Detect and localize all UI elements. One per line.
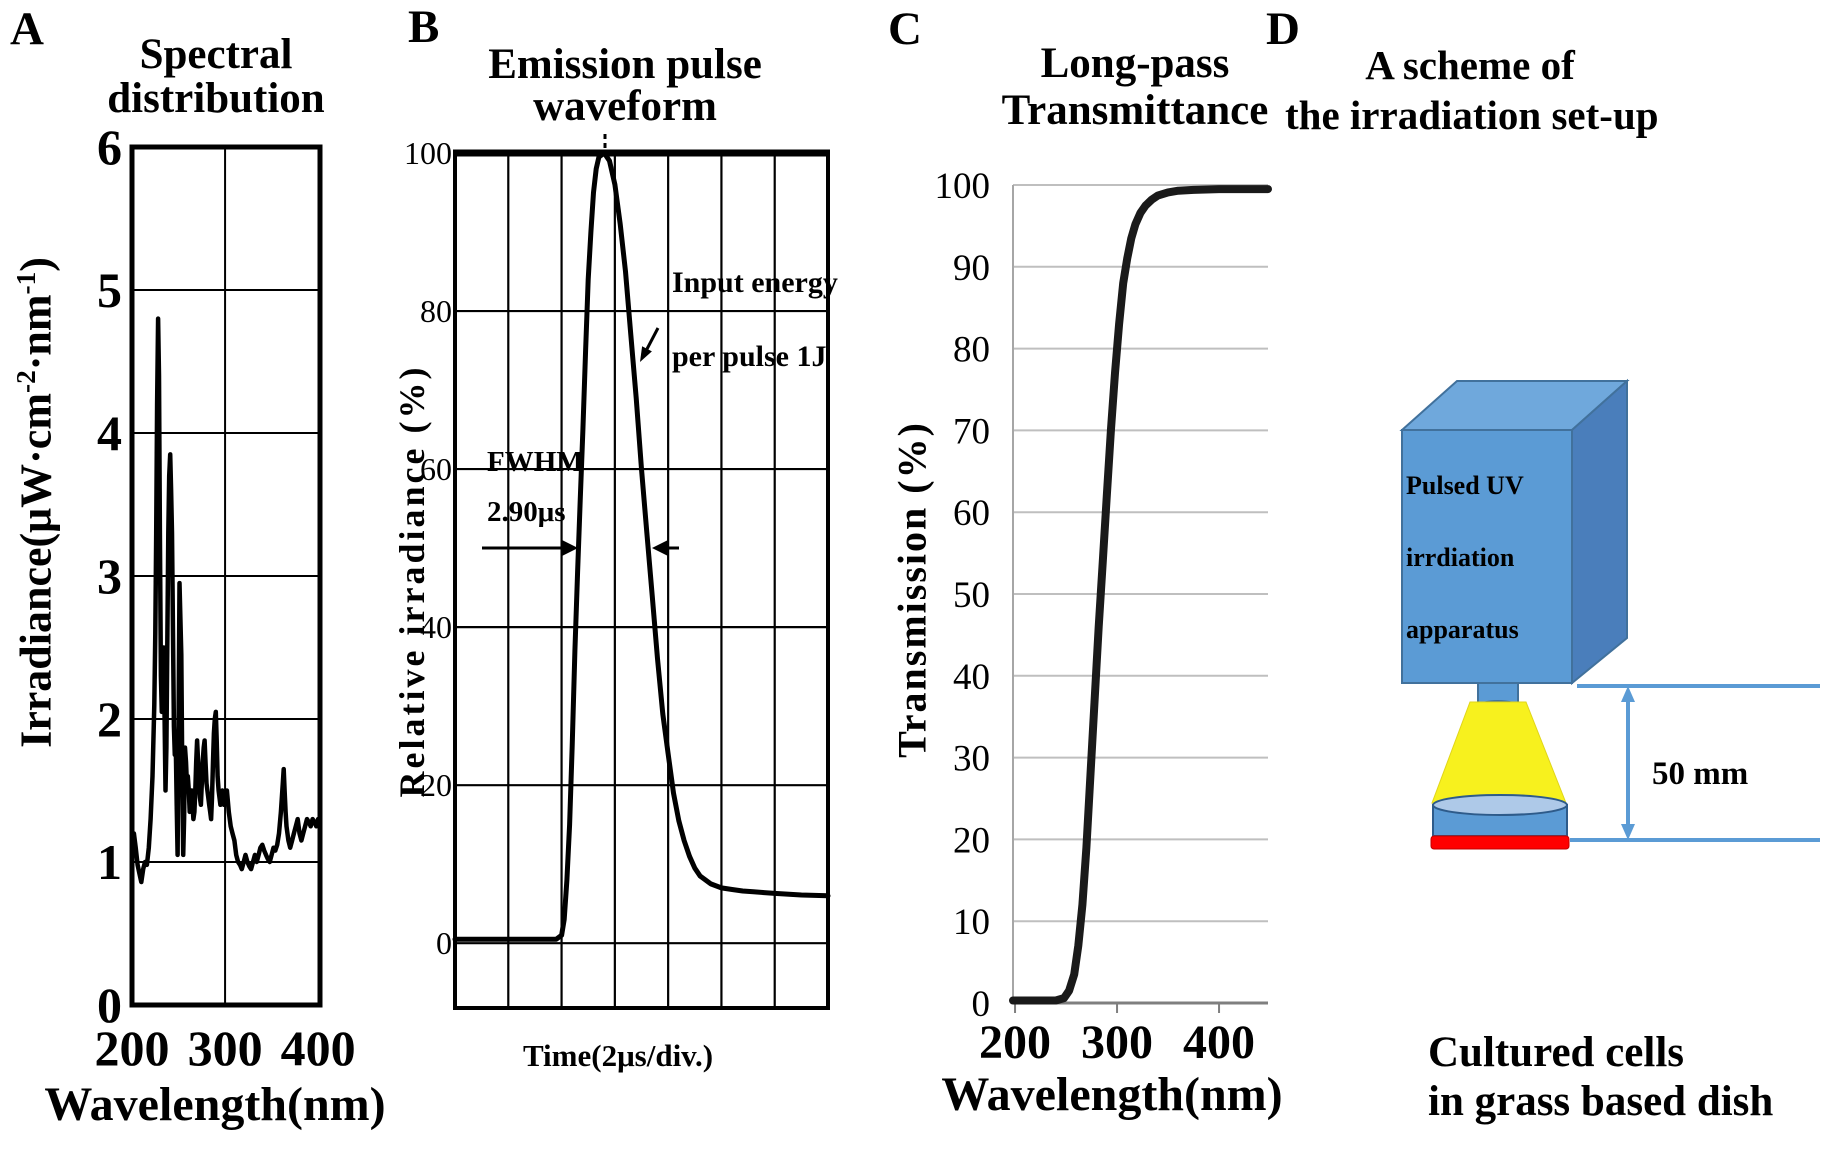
ylabel-a-sup1: -2	[10, 370, 41, 394]
x-tick-label: 400	[1183, 1016, 1255, 1069]
panel-d-letter: D	[1266, 3, 1300, 55]
chart-emission-pulse-waveform: Time(2μs/div.) 100 80 60 40 20 0 FWHM 2.90μs …	[404, 134, 838, 1073]
y-tick-label: 1	[97, 834, 122, 890]
culture-dish-top	[1432, 794, 1568, 816]
apparatus-box-front-face	[1401, 429, 1573, 684]
x-tick-label: 300	[188, 1020, 263, 1076]
panel-d-title-line2: the irradiation set-up	[1285, 92, 1659, 138]
panel-b-title-line1: Emission pulse	[488, 41, 762, 88]
x-tick-label: 200	[95, 1020, 170, 1076]
y-tick-label: 70	[953, 411, 990, 452]
panel-b-x-axis-label: Time(2μs/div.)	[523, 1038, 713, 1073]
fwhm-arrow-right-head-icon	[562, 540, 578, 556]
panel-c-title: Long-pass Transmittance	[980, 40, 1290, 134]
distance-arrow-up-head-icon	[1621, 686, 1635, 702]
series-long-pass-filter	[1009, 185, 1272, 1005]
y-tick-label: 50	[953, 575, 990, 616]
y-tick-label: 5	[97, 262, 122, 318]
input-energy-label-line2: per pulse 1J	[672, 340, 826, 373]
x-tick-label: 200	[979, 1016, 1051, 1069]
fwhm-value-label: 2.90μs	[487, 496, 565, 528]
y-tick-label: 2	[97, 691, 122, 747]
y-tick-label: 80	[420, 293, 452, 329]
panel-d-caption-line1: Cultured cells	[1428, 1029, 1685, 1076]
panel-d-title: A scheme of the irradiation set-up	[1285, 40, 1659, 140]
panel-d-title-line1: A scheme of	[1365, 42, 1575, 88]
uv-light-beam	[1431, 701, 1567, 804]
input-energy-arrow-line	[645, 327, 660, 350]
panel-b-letter: B	[408, 1, 440, 53]
panel-d-caption: Cultured cells in grass based dish	[1428, 1028, 1773, 1126]
irradiation-setup-diagram	[1399, 378, 1820, 850]
panel-a-title-line2: distribution	[107, 75, 325, 122]
y-tick-label: 10	[953, 902, 990, 943]
panel-c-title-line1: Long-pass	[1040, 40, 1230, 87]
y-tick-label: 100	[404, 135, 452, 171]
y-tick-label: 30	[953, 739, 990, 780]
y-tick-label: 90	[953, 248, 990, 289]
panel-a-x-axis-label: Wavelength(nm)	[44, 1078, 385, 1131]
y-tick-label: 80	[953, 330, 990, 371]
input-energy-label-line1: Input energy	[672, 266, 838, 299]
y-tick-label: 4	[97, 405, 122, 461]
panel-a-title-line1: Spectral	[139, 31, 293, 78]
y-tick-label: 40	[953, 657, 990, 698]
apparatus-label-line2: irrdiation	[1406, 543, 1515, 572]
panel-b-title: Emission pulse waveform	[460, 41, 790, 130]
apparatus-box-label: Pulsed UV irrdiation apparatus	[1406, 450, 1576, 666]
chart-longpass-transmittance: Wavelength(nm) 1009080706050403020100200…	[935, 166, 1283, 1121]
series-lamp-spectrum	[129, 316, 321, 885]
fwhm-label: FWHM	[487, 446, 584, 478]
y-tick-label: 6	[97, 119, 122, 175]
x-tick-label: 300	[1081, 1016, 1153, 1069]
panel-a-letter: A	[10, 3, 44, 55]
distance-label: 50 mm	[1652, 756, 1749, 792]
fwhm-arrow-left-head-icon	[652, 540, 668, 556]
apparatus-label-line1: Pulsed UV	[1406, 471, 1524, 500]
y-tick-label: 0	[97, 977, 122, 1033]
panel-b-title-line2: waveform	[533, 83, 717, 130]
y-tick-label: 60	[953, 493, 990, 534]
y-tick-label: 0	[436, 925, 452, 961]
panel-c-x-axis-label: Wavelength(nm)	[941, 1068, 1282, 1121]
ylabel-a-sup2: -1	[10, 271, 41, 295]
x-tick-label: 400	[281, 1020, 356, 1076]
plot-border	[129, 144, 323, 1008]
y-tick-label: 3	[97, 548, 122, 604]
apparatus-label-line3: apparatus	[1406, 615, 1519, 644]
series-pulse-waveform	[452, 150, 831, 942]
panel-c-title-line2: Transmittance	[1001, 87, 1269, 134]
y-tick-label: 100	[935, 166, 991, 207]
y-tick-label: 20	[420, 767, 452, 803]
distance-arrow-down-head-icon	[1621, 824, 1635, 840]
input-energy-arrow-head-icon	[640, 346, 652, 362]
apparatus-box-side-face	[1571, 378, 1628, 686]
panel-c-y-axis-label: Transmission (%)	[889, 421, 935, 758]
y-tick-label: 0	[972, 984, 991, 1025]
panel-b-annotations: FWHM 2.90μs Input energy per pulse 1J	[482, 134, 838, 556]
y-tick-label: 60	[420, 451, 452, 487]
cultured-cells-layer	[1430, 835, 1570, 850]
y-tick-label: 20	[953, 820, 990, 861]
panel-d-caption-line2: in grass based dish	[1428, 1078, 1774, 1125]
panel-c-letter: C	[888, 3, 922, 55]
panel-a-title: Spectral distribution	[76, 33, 356, 121]
y-tick-label: 40	[420, 609, 452, 645]
